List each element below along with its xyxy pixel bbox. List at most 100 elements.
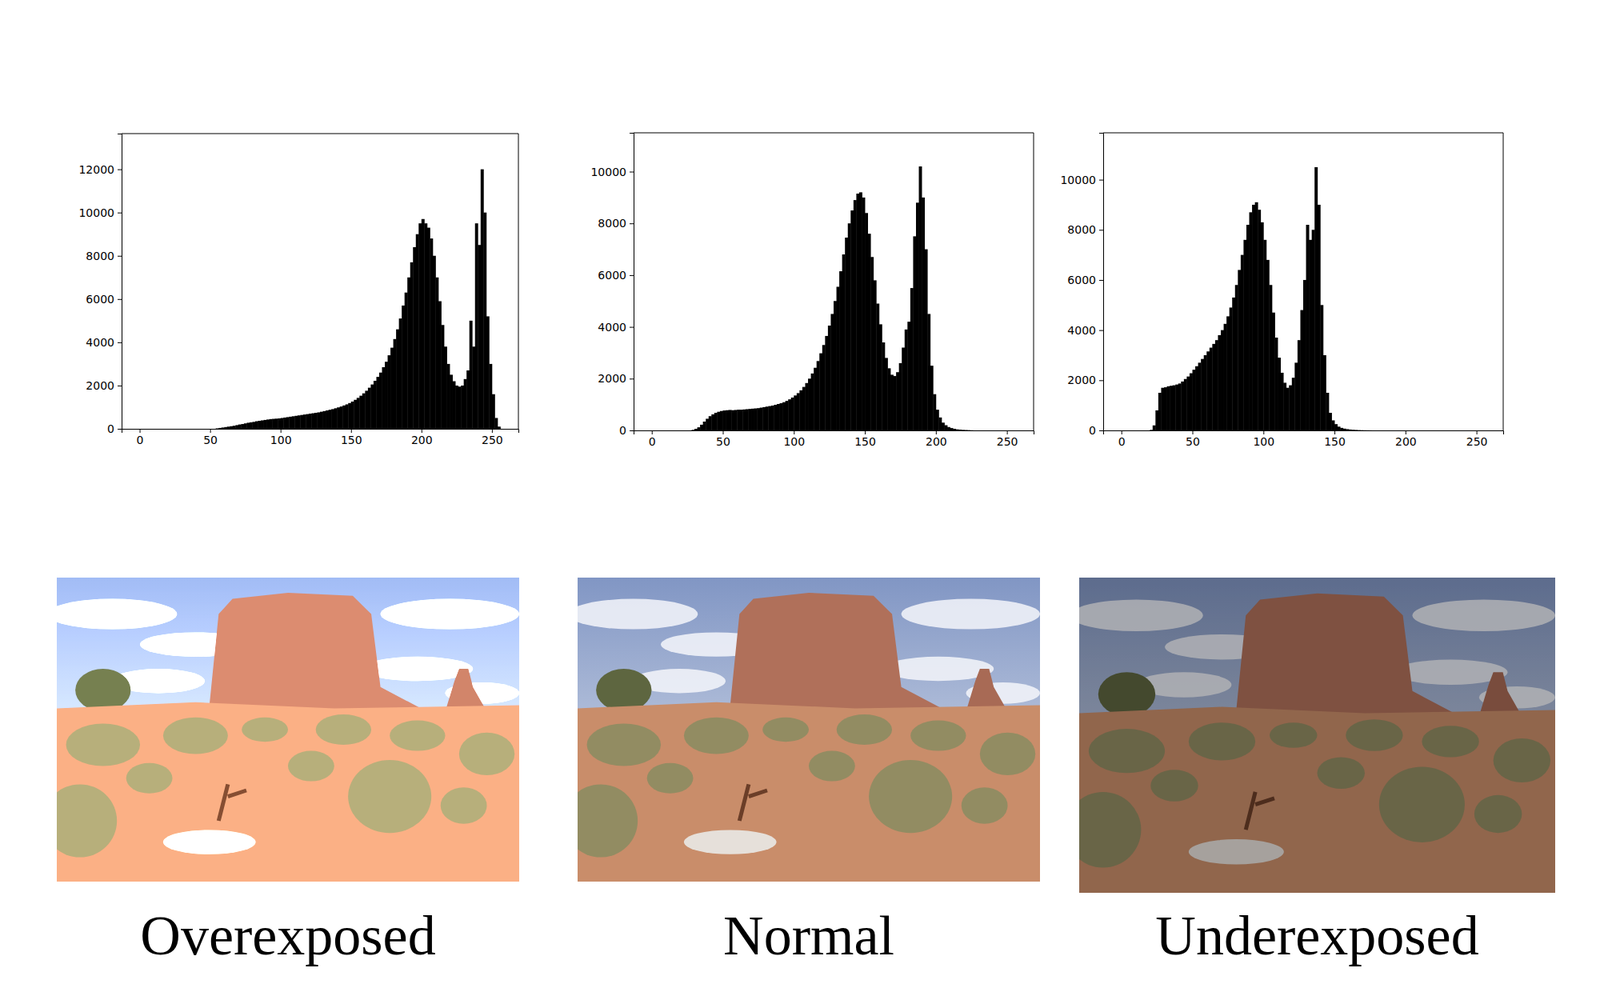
histogram-bar [1158, 392, 1162, 431]
y-tick: 4000 [85, 336, 122, 349]
y-tick: 0 [107, 422, 122, 436]
histogram-bar [1189, 373, 1193, 431]
frame-top [1103, 132, 1504, 134]
frame-top [121, 133, 519, 135]
histogram-bar [1317, 204, 1321, 431]
histogram-bar [407, 277, 411, 429]
histogram-bar [444, 346, 448, 429]
histogram-bar [720, 411, 724, 431]
histogram-bar [771, 405, 775, 431]
cloud [1079, 600, 1204, 632]
tick-mark [864, 430, 866, 435]
y-axis: 0200040006000800010000 [590, 133, 634, 437]
histogram-bar [480, 169, 484, 429]
histogram-bar [1180, 381, 1184, 431]
tick-label: 150 [1324, 435, 1346, 448]
histogram-bar [728, 409, 732, 431]
histogram-bar [1268, 284, 1272, 431]
histogram-bar [486, 316, 490, 429]
histogram-bar [1212, 344, 1216, 431]
histogram-bar [901, 347, 905, 431]
histogram-bar [238, 424, 242, 429]
histogram-bar [864, 212, 868, 431]
tick-label: 150 [854, 435, 876, 448]
histogram-bar [447, 364, 451, 429]
tick-label: 10000 [590, 165, 627, 179]
histogram-bar [1229, 307, 1233, 431]
y-tick: 10000 [78, 206, 122, 220]
histogram-bar [1343, 428, 1347, 431]
y-tick: 0 [1088, 424, 1104, 437]
histogram-bar [813, 368, 817, 431]
histogram-bar [691, 429, 695, 431]
tick-mark [629, 327, 634, 328]
x-tick: 100 [270, 428, 292, 447]
histogram-bar [1308, 240, 1312, 431]
histogram-bar [362, 393, 366, 429]
frame-right [1503, 132, 1504, 431]
tick-mark [117, 342, 122, 344]
histogram-bar [961, 429, 965, 431]
y-tick: 12000 [78, 163, 122, 176]
histogram-bar [1260, 222, 1264, 431]
histogram-bar [1325, 392, 1329, 431]
x-tick: 200 [925, 430, 948, 448]
histogram-bar [320, 412, 324, 429]
tick-label: 12000 [78, 163, 115, 176]
histogram-bar [1243, 240, 1247, 431]
histogram-bar [830, 313, 834, 431]
tick-label: 100 [783, 435, 805, 448]
histogram-bar [1198, 362, 1202, 431]
caption: Underexposed [1155, 904, 1479, 967]
histogram-bar [833, 300, 837, 431]
butte [445, 668, 488, 712]
histogram-bar [924, 249, 928, 431]
histogram-bar [488, 364, 492, 429]
x-tick: 50 [203, 428, 218, 447]
caption: Normal [723, 904, 895, 967]
histogram-bar [303, 414, 307, 429]
histogram-bar [1235, 284, 1239, 431]
cloud [380, 599, 520, 630]
histogram-bar [311, 413, 315, 429]
histogram-bar [799, 390, 803, 431]
histogram-bar [452, 381, 456, 429]
histogram-bar [811, 373, 815, 431]
histogram-bar [379, 372, 383, 429]
histogram-bar [1306, 224, 1310, 431]
histogram-bar [449, 374, 453, 429]
tick-label: 8000 [85, 249, 115, 263]
histogram-bar [723, 410, 727, 431]
photo [56, 577, 520, 882]
histogram-bar [893, 376, 897, 431]
histogram-bar [429, 238, 433, 429]
x-tick: 200 [411, 428, 433, 447]
histogram-bar [740, 409, 744, 431]
histogram-bar [824, 336, 828, 431]
x-axis: 050100150200250 [1104, 430, 1504, 448]
canvas: 0501001502002500200040006000800010000120… [0, 0, 1600, 1000]
tick-label: 8000 [1067, 223, 1096, 236]
histogram-bar [1272, 312, 1276, 431]
histogram-bar [748, 408, 752, 431]
y-tick: 4000 [1067, 324, 1104, 337]
histogram-bar [255, 421, 259, 429]
histogram-bar [1334, 424, 1338, 431]
histogram-bar [294, 416, 298, 429]
shrub [440, 787, 488, 824]
histogram-bar [788, 399, 792, 431]
histogram-bar [469, 320, 473, 429]
tick-label: 2000 [85, 379, 115, 392]
y-tick: 8000 [597, 216, 634, 230]
dead-branch [218, 784, 247, 821]
tick-label: 10000 [78, 206, 115, 220]
histogram-bar [1266, 260, 1270, 431]
histogram-bar [1348, 429, 1352, 431]
histogram-bar [714, 412, 718, 431]
histogram-bar [1255, 202, 1259, 431]
axis-line [122, 429, 520, 434]
histogram-bar [941, 422, 945, 431]
cloud [901, 599, 1040, 630]
tick-mark [492, 428, 493, 433]
tick-label: 4000 [85, 336, 115, 349]
